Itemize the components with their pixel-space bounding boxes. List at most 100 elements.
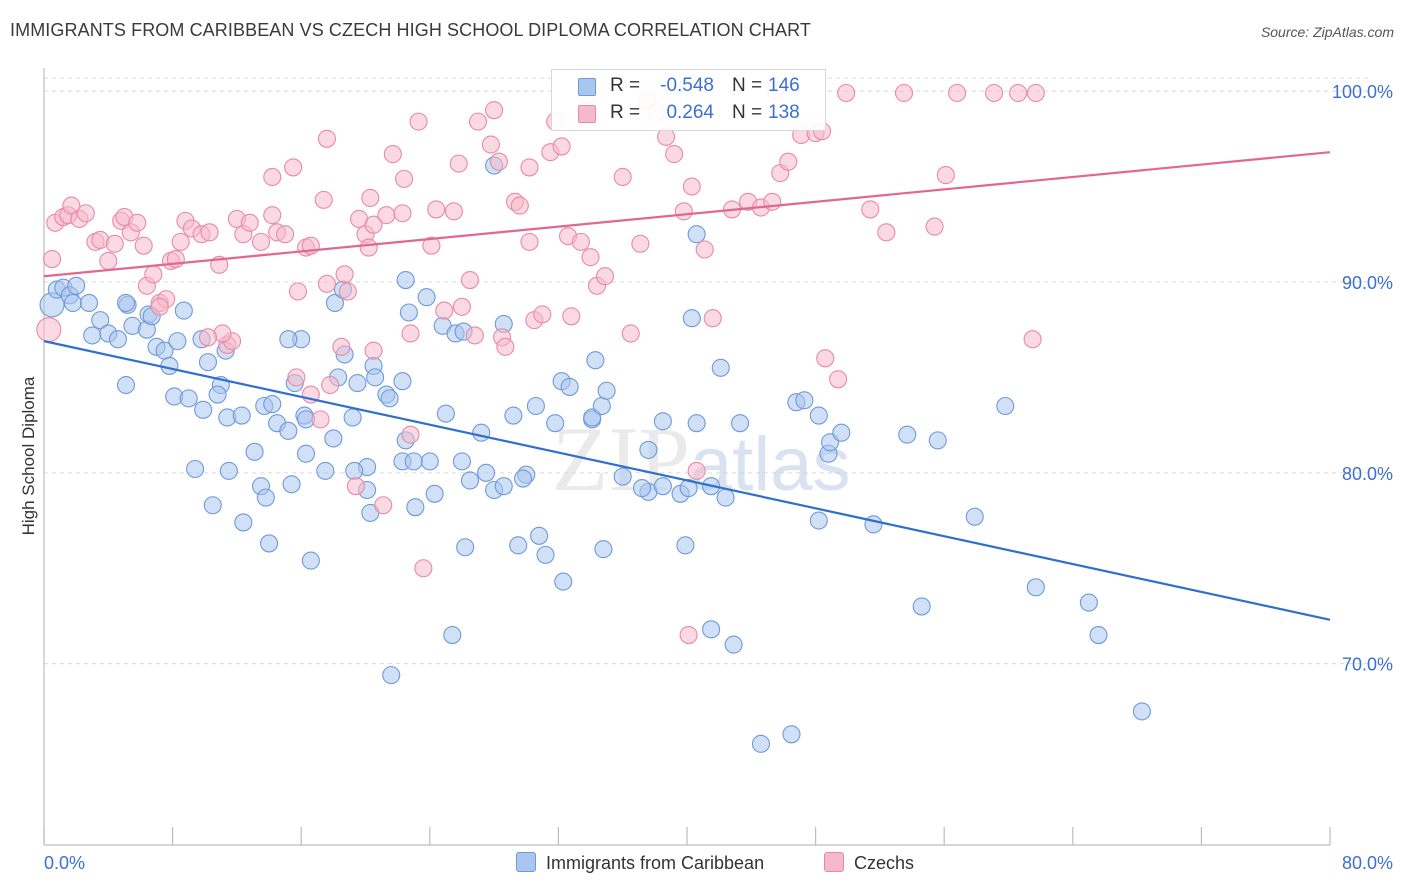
- y-axis-label: High School Diploma: [19, 376, 38, 535]
- caribbean-point: [186, 459, 205, 479]
- caribbean-point: [1026, 578, 1045, 597]
- trend-lines: [43, 151, 1331, 621]
- czechs-point: [383, 145, 402, 164]
- caribbean-point: [404, 452, 423, 471]
- caribbean-point: [443, 625, 462, 645]
- legend-n-label: N =: [732, 75, 763, 96]
- czechs-point: [571, 232, 590, 251]
- caribbean-point: [67, 276, 86, 295]
- czechs-point: [581, 248, 600, 267]
- czechs-point: [489, 152, 508, 171]
- caribbean-point: [594, 540, 613, 559]
- czechs-point: [76, 204, 95, 223]
- czechs-point: [288, 282, 308, 301]
- czechs-point: [595, 267, 615, 286]
- caribbean-point: [504, 406, 523, 425]
- caribbean-point: [509, 536, 528, 555]
- caribbean-point: [380, 389, 399, 408]
- czechs-point: [150, 297, 169, 316]
- caribbean-point: [116, 375, 136, 395]
- czechs-point: [703, 309, 722, 328]
- czechs-point: [687, 461, 706, 480]
- caribbean-point: [420, 452, 439, 471]
- czechs-point: [62, 196, 81, 215]
- czechs-point: [263, 167, 282, 187]
- chart-title: IMMIGRANTS FROM CARIBBEAN VS CZECH HIGH …: [10, 20, 811, 40]
- caribbean-point: [234, 513, 253, 532]
- caribbean-point: [864, 515, 883, 534]
- y-tick-label: 90.0%: [1342, 273, 1393, 293]
- caribbean-point: [653, 412, 672, 431]
- caribbean-point: [965, 507, 984, 526]
- caribbean-point: [116, 293, 136, 312]
- caribbean-point: [83, 326, 102, 345]
- caribbean-point: [592, 396, 611, 416]
- caribbean-point: [679, 479, 698, 498]
- czechs-point: [364, 341, 383, 360]
- czechs-point: [631, 234, 650, 253]
- caribbean-point: [232, 406, 251, 425]
- legend-n-label: N =: [732, 102, 763, 123]
- caribbean-point: [1079, 593, 1098, 612]
- caribbean-point: [928, 431, 947, 450]
- caribbean-point: [198, 353, 218, 372]
- caribbean-point: [494, 477, 513, 496]
- caribbean-point: [203, 496, 222, 515]
- trend-line-caribbean: [43, 340, 1331, 621]
- czechs-point: [377, 206, 396, 225]
- correlation-legend: R = -0.548 N = 146 R = 0.264 N = 138: [551, 69, 826, 131]
- czechs-point: [395, 169, 414, 188]
- czechs-point: [311, 410, 330, 429]
- bottom-legend-swatch-blue: [516, 852, 536, 872]
- czechs-point: [816, 349, 835, 368]
- czechs-point: [460, 270, 480, 290]
- caribbean-point: [279, 421, 298, 440]
- gridlines: [44, 77, 1370, 665]
- axes: [43, 68, 1331, 846]
- caribbean-point: [179, 389, 198, 408]
- caribbean-point: [63, 293, 82, 312]
- czechs-point: [861, 200, 880, 219]
- caribbean-point: [452, 452, 472, 471]
- czechs-point: [171, 232, 190, 251]
- caribbean-point: [219, 461, 238, 480]
- caribbean-point: [343, 408, 362, 427]
- caribbean-point: [108, 330, 127, 349]
- czechs-point: [936, 166, 955, 185]
- czechs-point: [665, 145, 684, 164]
- czechs-point: [533, 305, 552, 324]
- czechs-point: [948, 83, 967, 103]
- caribbean-point: [996, 396, 1015, 416]
- caribbean-point: [396, 270, 415, 290]
- caribbean-point: [586, 351, 605, 370]
- czechs-point: [317, 274, 336, 293]
- y-tick-label: 70.0%: [1342, 655, 1393, 675]
- czechs-point: [444, 202, 463, 221]
- bottom-legend-label: Immigrants from Caribbean: [546, 853, 765, 873]
- legend-swatch-blue: [578, 78, 596, 96]
- caribbean-point: [724, 635, 743, 654]
- caribbean-point: [1132, 702, 1151, 721]
- tick-labels: 70.0% 80.0% 90.0% 100.0% 0.0% 80.0%: [44, 82, 1393, 873]
- caribbean-point: [613, 467, 632, 486]
- caribbean-point: [406, 498, 425, 517]
- caribbean-point: [436, 404, 455, 423]
- caribbean-point: [530, 526, 549, 545]
- caribbean-point: [687, 225, 706, 244]
- caribbean-point: [256, 488, 275, 507]
- czechs-point: [335, 265, 354, 284]
- caribbean-point: [259, 534, 279, 553]
- czechs-point: [200, 223, 219, 242]
- czechs-point: [837, 83, 856, 103]
- caribbean-point: [399, 303, 418, 322]
- czechs-point: [361, 188, 380, 208]
- bottom-legend-label: Czechs: [854, 853, 915, 873]
- czechs-point: [414, 559, 433, 578]
- czechs-point: [695, 240, 714, 259]
- legend-n-value: 146: [768, 75, 800, 96]
- czechs-point: [422, 236, 441, 255]
- caribbean-point: [282, 475, 301, 494]
- czechs-point: [240, 213, 259, 232]
- czechs-point: [401, 425, 420, 444]
- legend-r-value: 0.264: [666, 102, 714, 123]
